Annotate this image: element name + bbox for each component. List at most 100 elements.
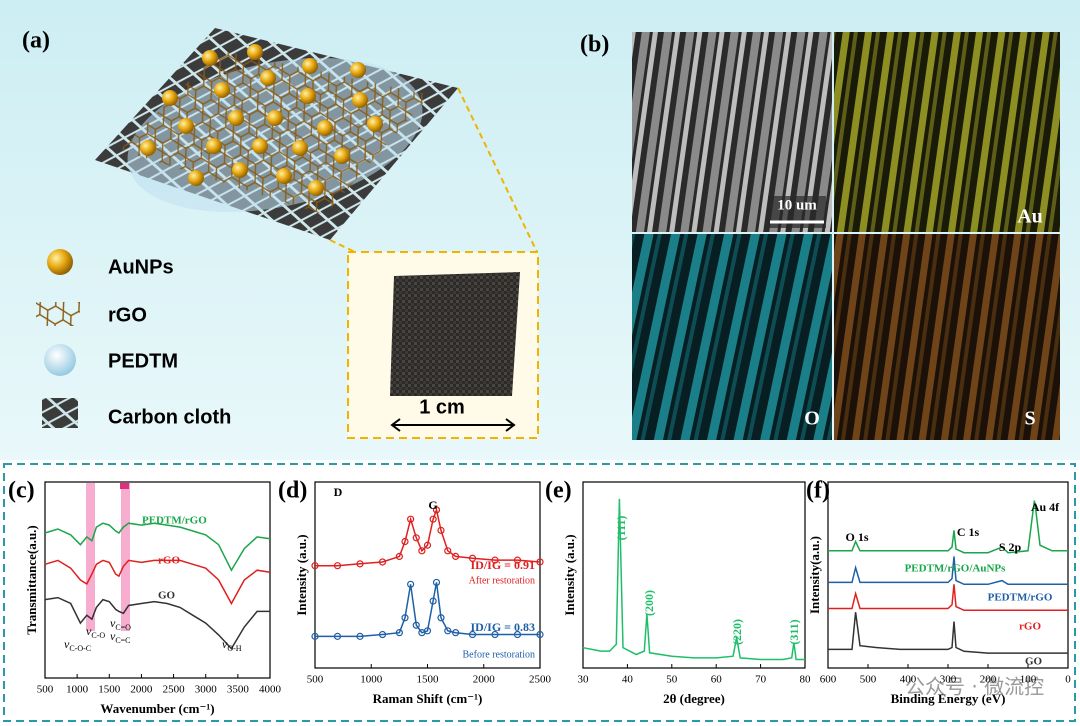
x-tick-label: 1500 xyxy=(417,674,440,686)
annotation: D xyxy=(334,485,343,499)
data-point xyxy=(401,614,409,622)
data-point xyxy=(536,630,544,639)
x-tick-label: 4000 xyxy=(259,684,282,696)
panel-label: (f) xyxy=(806,478,830,504)
x-tick-label: 500 xyxy=(307,674,324,686)
legend-icon xyxy=(47,249,73,275)
x-tick-label: 60 xyxy=(711,674,723,686)
annotation-subscript: C=O xyxy=(115,623,131,632)
legend-label: Carbon cloth xyxy=(108,406,231,428)
annotation-subscript: C=C xyxy=(115,636,130,645)
annotation: νC=O xyxy=(110,616,131,632)
data-point xyxy=(423,627,432,635)
annotation: (311) xyxy=(787,619,801,644)
panel-label: (e) xyxy=(545,478,572,504)
x-tick-label: 40 xyxy=(622,674,634,686)
annotation: νC-O-C xyxy=(64,637,91,653)
map-label: O xyxy=(804,408,820,430)
legend-label: rGO xyxy=(108,304,147,326)
y-axis-title: Intensity (a.u.) xyxy=(294,534,309,615)
series-label: PEDTM/rGO/AuNPs xyxy=(905,563,1007,575)
x-tick-label: 50 xyxy=(666,674,678,686)
data-point xyxy=(491,556,499,564)
annotation: (220) xyxy=(730,619,744,645)
data-point xyxy=(407,515,415,523)
x-axis-title: 2θ (degree) xyxy=(663,691,725,706)
gold-nanoparticles xyxy=(140,44,383,196)
y-axis-title: Intensity(a.u.) xyxy=(807,536,822,614)
annotation: νC-O xyxy=(86,624,105,640)
x-tick-label: 3500 xyxy=(227,684,250,696)
series-line xyxy=(315,507,541,567)
series-line xyxy=(44,522,271,572)
x-tick-label: 2500 xyxy=(163,684,186,696)
scale-label: 1 cm xyxy=(419,396,465,418)
data-point xyxy=(513,556,522,564)
data-point xyxy=(452,629,460,637)
annotation: S 2p xyxy=(999,540,1022,554)
data-point xyxy=(418,547,426,555)
data-point xyxy=(432,506,441,514)
series-line xyxy=(44,559,271,606)
series-label: GO xyxy=(158,590,176,602)
data-point xyxy=(395,552,403,561)
x-tick-label: 1500 xyxy=(98,684,121,696)
series-label: GO xyxy=(1025,656,1043,668)
data-point xyxy=(333,632,342,640)
series-line xyxy=(582,498,805,661)
data-point xyxy=(437,526,445,534)
map-label: S xyxy=(1024,408,1035,430)
data-point xyxy=(444,547,452,555)
data-point xyxy=(432,578,441,587)
x-tick-label: 500 xyxy=(860,674,877,686)
series-line xyxy=(828,584,1068,612)
x-tick-label: 200 xyxy=(980,674,997,686)
x-tick-label: 1000 xyxy=(360,674,383,686)
legend-icon xyxy=(36,302,80,326)
annotation: νC=C xyxy=(110,629,131,645)
series-label: PEDTM/rGO xyxy=(142,515,207,527)
series-line xyxy=(828,612,1068,654)
annotation-symbol: ν xyxy=(64,637,70,651)
data-point xyxy=(356,632,364,640)
data-point xyxy=(378,630,387,639)
annotation-symbol: ν xyxy=(222,637,228,651)
data-point xyxy=(491,630,499,639)
panel-label: (c) xyxy=(8,478,35,504)
au-map xyxy=(834,32,1060,232)
series-line xyxy=(44,596,270,650)
annotation: ID/IG = 0.91 xyxy=(470,558,535,572)
data-point xyxy=(452,552,460,561)
data-point xyxy=(412,534,420,542)
x-tick-label: 100 xyxy=(1020,674,1037,686)
panel-frame xyxy=(3,463,1076,722)
annotation: C 1s xyxy=(957,525,980,539)
x-tick-label: 600 xyxy=(820,674,837,686)
annotation: (200) xyxy=(642,590,656,616)
data-point xyxy=(401,537,409,546)
panel-label: (b) xyxy=(580,32,609,58)
series-label: rGO xyxy=(1019,621,1041,633)
series-label: PEDTM/rGO xyxy=(988,592,1053,604)
data-point xyxy=(437,614,445,622)
data-point xyxy=(356,560,364,568)
cloth-photo xyxy=(390,272,520,396)
data-point xyxy=(395,629,403,637)
x-axis-title: Raman Shift (cm⁻¹) xyxy=(373,691,483,706)
data-point xyxy=(311,632,319,640)
data-point xyxy=(429,597,437,605)
legend-icon xyxy=(42,398,78,428)
x-tick-label: 2000 xyxy=(130,684,153,696)
data-point xyxy=(468,554,477,562)
series-line xyxy=(828,500,1068,554)
data-point xyxy=(407,580,415,588)
x-tick-label: 400 xyxy=(900,674,917,686)
o-map xyxy=(632,234,832,440)
panel-label: (d) xyxy=(278,478,307,504)
series-label: After restoration xyxy=(469,575,535,586)
annotation: Au 4f xyxy=(1031,500,1060,514)
x-tick-label: 300 xyxy=(940,674,957,686)
zoom-line xyxy=(329,239,356,253)
series-line xyxy=(315,582,540,638)
